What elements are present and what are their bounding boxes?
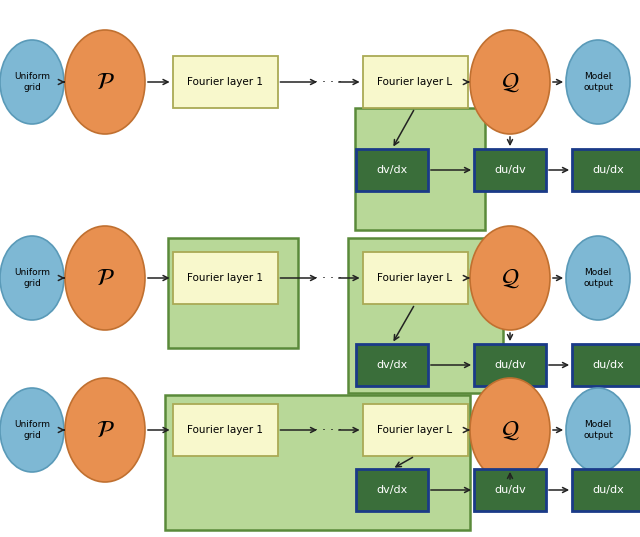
- Text: · · · ·: · · · ·: [314, 272, 342, 285]
- Bar: [168, 238, 298, 348]
- Bar: [474, 344, 546, 386]
- Ellipse shape: [0, 388, 64, 472]
- Text: du/dx: du/dx: [592, 485, 624, 495]
- Text: du/dv: du/dv: [494, 360, 526, 370]
- Bar: [474, 149, 546, 191]
- Text: dv/dx: dv/dx: [376, 165, 408, 175]
- Bar: [362, 404, 467, 456]
- Bar: [356, 149, 428, 191]
- Bar: [165, 395, 470, 530]
- Ellipse shape: [566, 236, 630, 320]
- Text: Fourier layer 1: Fourier layer 1: [187, 425, 263, 435]
- Bar: [355, 108, 485, 230]
- Text: Fourier layer 1: Fourier layer 1: [187, 77, 263, 87]
- Bar: [173, 56, 278, 108]
- Text: Uniform
grid: Uniform grid: [14, 72, 50, 92]
- Text: Uniform
grid: Uniform grid: [14, 420, 50, 440]
- Ellipse shape: [470, 30, 550, 134]
- Bar: [362, 56, 467, 108]
- Text: Model
output: Model output: [583, 268, 613, 288]
- Bar: [173, 252, 278, 304]
- Text: Fourier layer L: Fourier layer L: [378, 273, 452, 283]
- Bar: [356, 469, 428, 511]
- Text: Model
output: Model output: [583, 72, 613, 92]
- Text: Model
output: Model output: [583, 420, 613, 440]
- Ellipse shape: [470, 378, 550, 482]
- Bar: [348, 238, 503, 393]
- Bar: [572, 149, 640, 191]
- Text: $\mathcal{Q}$: $\mathcal{Q}$: [500, 266, 519, 290]
- Text: $\mathcal{P}$: $\mathcal{P}$: [95, 418, 115, 442]
- Text: du/dx: du/dx: [592, 360, 624, 370]
- Bar: [356, 344, 428, 386]
- Text: Uniform
grid: Uniform grid: [14, 268, 50, 288]
- Text: Fourier layer L: Fourier layer L: [378, 425, 452, 435]
- Text: $\mathcal{Q}$: $\mathcal{Q}$: [500, 70, 519, 94]
- Text: dv/dx: dv/dx: [376, 485, 408, 495]
- Bar: [572, 469, 640, 511]
- Ellipse shape: [65, 378, 145, 482]
- Bar: [474, 469, 546, 511]
- Bar: [362, 252, 467, 304]
- Text: dv/dx: dv/dx: [376, 360, 408, 370]
- Ellipse shape: [0, 236, 64, 320]
- Ellipse shape: [0, 40, 64, 124]
- Ellipse shape: [65, 30, 145, 134]
- Text: Fourier layer 1: Fourier layer 1: [187, 273, 263, 283]
- Text: du/dv: du/dv: [494, 485, 526, 495]
- Text: du/dv: du/dv: [494, 165, 526, 175]
- Ellipse shape: [566, 388, 630, 472]
- Text: $\mathcal{P}$: $\mathcal{P}$: [95, 70, 115, 94]
- Text: $\mathcal{P}$: $\mathcal{P}$: [95, 266, 115, 290]
- Bar: [572, 344, 640, 386]
- Bar: [173, 404, 278, 456]
- Text: · · · ·: · · · ·: [314, 424, 342, 437]
- Text: Fourier layer L: Fourier layer L: [378, 77, 452, 87]
- Text: $\mathcal{Q}$: $\mathcal{Q}$: [500, 418, 519, 442]
- Text: · · · ·: · · · ·: [314, 76, 342, 89]
- Ellipse shape: [65, 226, 145, 330]
- Ellipse shape: [470, 226, 550, 330]
- Ellipse shape: [566, 40, 630, 124]
- Text: du/dx: du/dx: [592, 165, 624, 175]
